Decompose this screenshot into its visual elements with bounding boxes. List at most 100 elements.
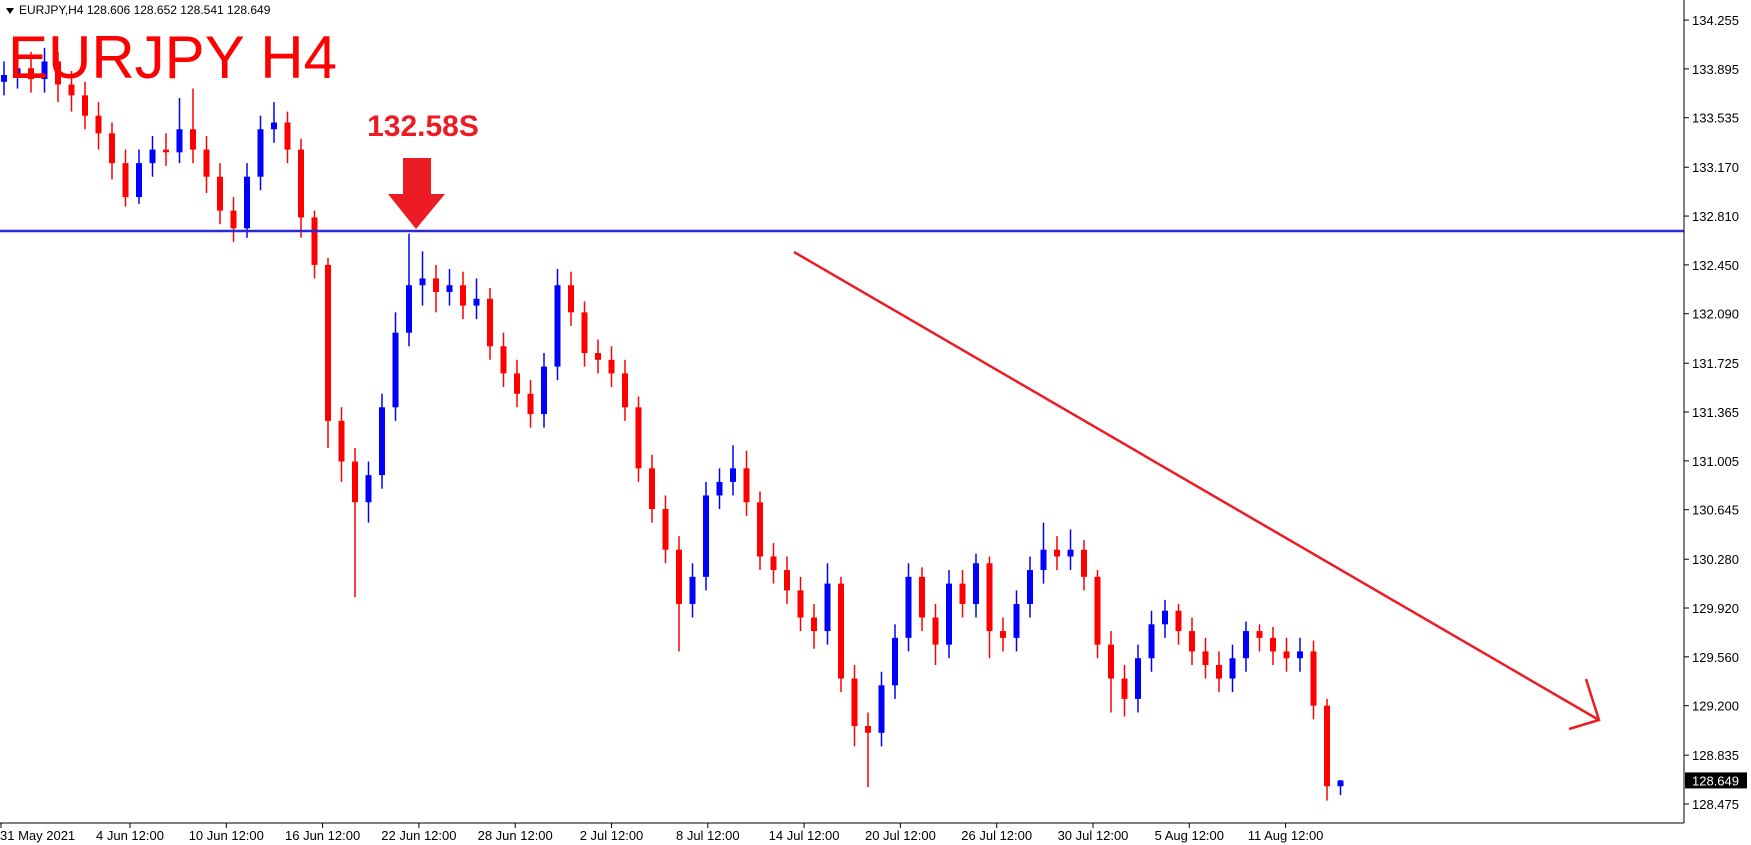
plot bbox=[0, 47, 1684, 801]
x-tick-label: 26 Jul 12:00 bbox=[961, 828, 1032, 843]
symbol: EURJPY,H4 bbox=[19, 3, 84, 17]
y-tick-label: 129.920 bbox=[1692, 601, 1739, 616]
candle-body bbox=[527, 393, 534, 415]
y-tick-label: 128.475 bbox=[1692, 797, 1739, 812]
candle-body bbox=[1, 75, 7, 82]
candle-body bbox=[55, 61, 61, 85]
candle-body bbox=[608, 359, 615, 374]
candle-body bbox=[217, 176, 223, 211]
price-marker bbox=[1685, 772, 1747, 789]
candle-body bbox=[622, 373, 628, 408]
candle-body bbox=[554, 285, 561, 367]
candle-body bbox=[1175, 610, 1182, 632]
candle-body bbox=[973, 563, 979, 604]
chart-title: EURJPY H4 bbox=[8, 24, 337, 91]
candle-body bbox=[433, 278, 439, 293]
candle-body bbox=[851, 678, 858, 727]
candle-body bbox=[1148, 624, 1155, 659]
candle-body bbox=[824, 583, 831, 632]
candle-body bbox=[311, 217, 318, 265]
candle-body bbox=[811, 617, 817, 632]
candle-body bbox=[743, 468, 750, 503]
y-tick-label: 131.725 bbox=[1692, 356, 1739, 371]
x-tick-label: 14 Jul 12:00 bbox=[769, 828, 840, 843]
y-tick-label: 130.645 bbox=[1692, 503, 1739, 518]
arrow-head bbox=[388, 194, 445, 229]
candle-body bbox=[473, 298, 480, 306]
candle-body bbox=[959, 583, 966, 604]
candle-body bbox=[379, 407, 385, 476]
candle-body bbox=[514, 373, 520, 394]
candle-body bbox=[1054, 549, 1060, 557]
y-tick-label: 133.170 bbox=[1692, 160, 1739, 175]
candle-body bbox=[1000, 631, 1006, 638]
y-tick-label: 129.200 bbox=[1692, 699, 1739, 714]
candle-body bbox=[163, 149, 169, 153]
header: EURJPY,H4 128.606 128.652 128.541 128.64… bbox=[19, 3, 271, 17]
candle-body bbox=[1216, 664, 1222, 679]
candle-body bbox=[338, 420, 345, 462]
current-price: 128.649 bbox=[1692, 773, 1739, 788]
candle-body bbox=[595, 353, 601, 360]
x-tick-label: 11 Aug 12:00 bbox=[1248, 828, 1324, 843]
candle-body bbox=[662, 509, 669, 550]
header-high: 128.652 bbox=[134, 3, 178, 17]
trend-arrow-head bbox=[1568, 678, 1601, 731]
candle-body bbox=[568, 285, 574, 313]
x-tick-label: 16 Jun 12:00 bbox=[285, 828, 360, 843]
candle-body bbox=[190, 129, 196, 150]
candle-body bbox=[1162, 610, 1168, 625]
candle-body bbox=[1108, 644, 1114, 679]
candle-body bbox=[1243, 631, 1249, 659]
candle-body bbox=[892, 637, 898, 686]
x-tick-label: 30 Jul 12:00 bbox=[1058, 828, 1129, 843]
candle-body bbox=[1229, 658, 1236, 679]
candle-body bbox=[703, 495, 709, 577]
candle-body bbox=[865, 726, 871, 733]
candle-body bbox=[1189, 631, 1195, 652]
x-tick-label: 5 Aug 12:00 bbox=[1155, 828, 1224, 843]
candle-body bbox=[1297, 651, 1303, 659]
candle-body bbox=[392, 332, 399, 408]
candle-body bbox=[1310, 651, 1317, 706]
candle-body bbox=[446, 285, 453, 293]
candle-body bbox=[41, 61, 48, 80]
candle-body bbox=[1013, 603, 1020, 638]
candle-body bbox=[1067, 549, 1074, 557]
candle-body bbox=[784, 570, 790, 591]
candle-body bbox=[298, 149, 304, 218]
candle-body bbox=[757, 502, 763, 557]
candle-body bbox=[932, 617, 939, 645]
candle-body bbox=[716, 481, 723, 496]
x-tick-label: 20 Jul 12:00 bbox=[865, 828, 936, 843]
candle-body bbox=[1121, 678, 1128, 699]
y-tick-label: 130.280 bbox=[1692, 552, 1739, 567]
y-tick-label: 133.895 bbox=[1692, 62, 1739, 77]
candle-body bbox=[257, 129, 264, 177]
candle-body bbox=[487, 298, 493, 347]
candle-body bbox=[1040, 549, 1047, 571]
candle-body bbox=[68, 84, 75, 96]
menu-icon bbox=[6, 8, 14, 14]
candle-body bbox=[689, 576, 696, 604]
y-tick-label: 134.255 bbox=[1692, 13, 1739, 28]
annotation: 132.58S bbox=[367, 110, 479, 143]
candle-body bbox=[905, 576, 912, 638]
candle-body bbox=[122, 163, 129, 198]
candle-body bbox=[770, 556, 777, 571]
candle-body bbox=[1081, 549, 1087, 577]
candle-body bbox=[419, 278, 426, 286]
candle-body bbox=[230, 210, 237, 229]
candle-body bbox=[635, 407, 642, 469]
candle-body bbox=[730, 468, 736, 482]
x-tick-label: 31 May 2021 bbox=[0, 828, 75, 843]
x-tick-label: 28 Jun 12:00 bbox=[478, 828, 553, 843]
y-tick-label: 133.535 bbox=[1692, 111, 1739, 126]
header-open: 128.606 bbox=[87, 3, 131, 17]
candle-body bbox=[878, 685, 885, 733]
candle-body bbox=[203, 149, 210, 177]
candle-body bbox=[541, 366, 547, 415]
candle-body bbox=[986, 563, 993, 632]
